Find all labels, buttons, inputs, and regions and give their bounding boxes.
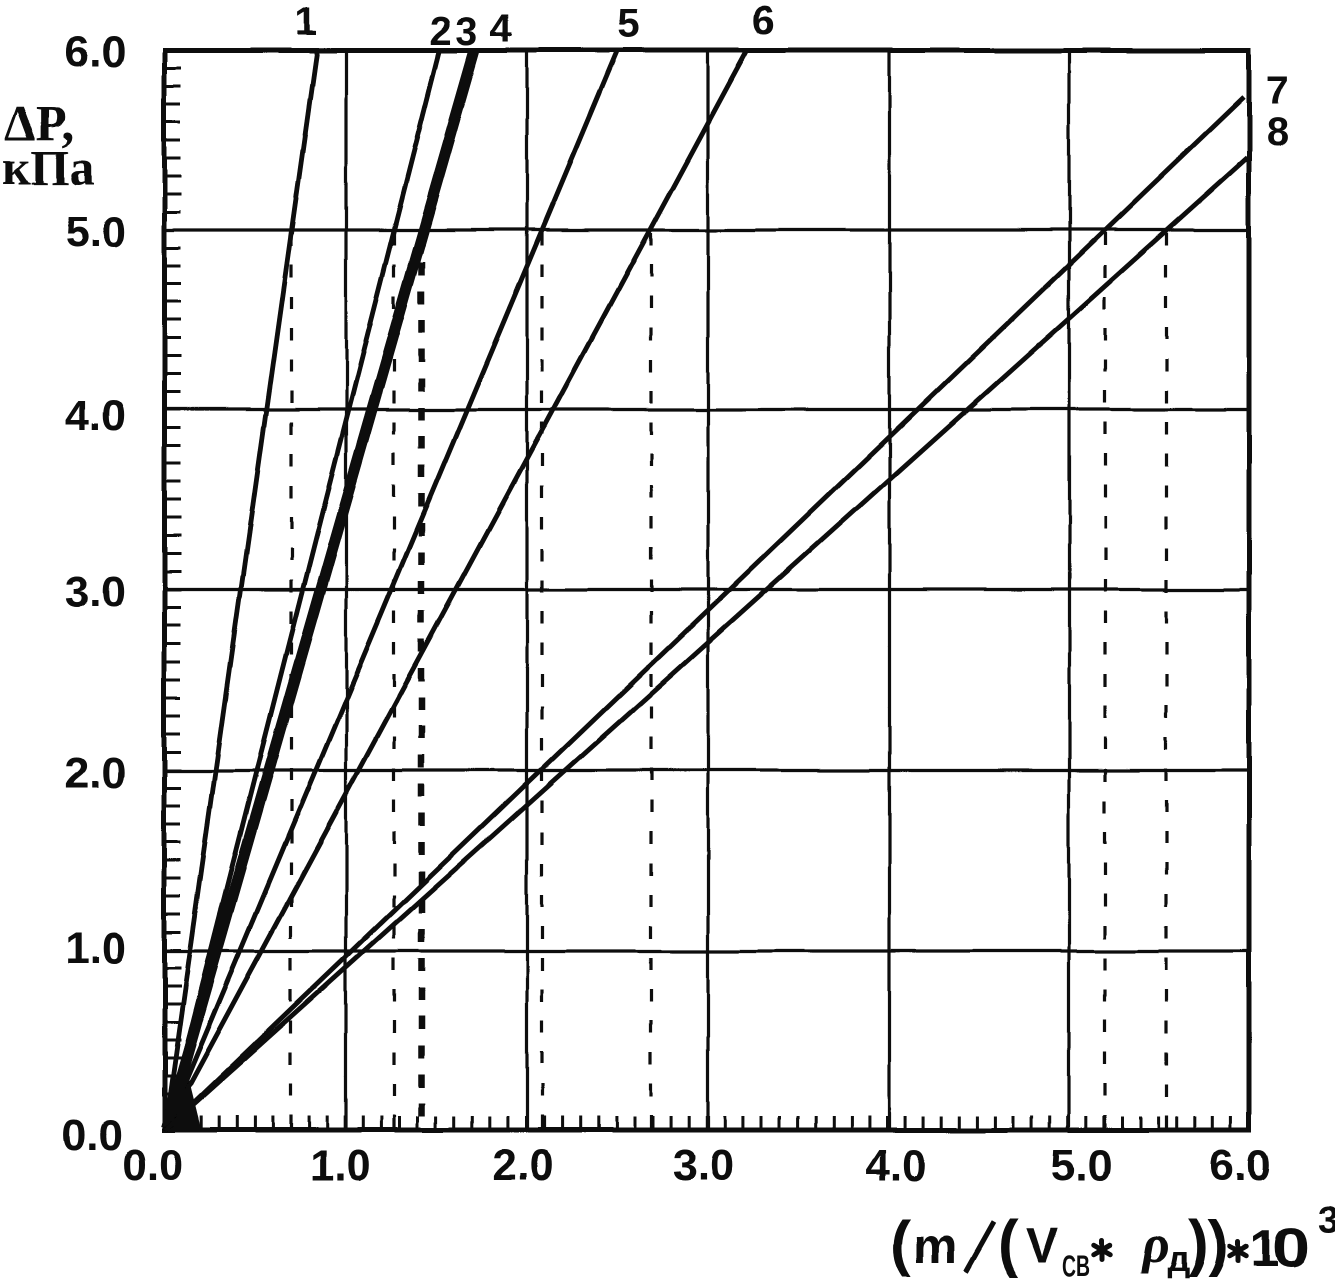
svg-text:7: 7 — [1266, 69, 1288, 113]
svg-text:4: 4 — [490, 7, 513, 51]
svg-text:1: 1 — [1250, 1220, 1279, 1278]
svg-text:): ) — [1188, 1209, 1209, 1278]
svg-text:кПа: кПа — [2, 139, 95, 195]
svg-text:2.0: 2.0 — [65, 749, 126, 798]
svg-text:6.0: 6.0 — [1209, 1141, 1270, 1190]
svg-text:5: 5 — [618, 2, 640, 46]
svg-text:(: ( — [890, 1209, 911, 1278]
svg-text:V: V — [1026, 1220, 1058, 1273]
svg-text:4.0: 4.0 — [865, 1141, 926, 1190]
svg-text:6: 6 — [753, 0, 775, 43]
svg-text:CB: CB — [1062, 1250, 1090, 1281]
svg-text:0.0: 0.0 — [122, 1141, 183, 1190]
svg-text:5.0: 5.0 — [65, 208, 126, 257]
svg-text:3: 3 — [1318, 1199, 1335, 1241]
svg-text:m: m — [913, 1218, 957, 1274]
svg-text:5.0: 5.0 — [1051, 1141, 1112, 1190]
svg-text:0.0: 0.0 — [62, 1111, 123, 1160]
svg-text:ΔP,: ΔP, — [4, 96, 75, 152]
svg-text:2.0: 2.0 — [492, 1141, 553, 1190]
svg-text:3: 3 — [456, 10, 478, 54]
svg-text:3.0: 3.0 — [65, 568, 126, 617]
svg-text:3.0: 3.0 — [672, 1141, 733, 1190]
svg-text:1.0: 1.0 — [65, 924, 126, 973]
svg-text:(: ( — [998, 1209, 1019, 1278]
svg-text:4.0: 4.0 — [65, 391, 126, 440]
svg-text:): ) — [1208, 1209, 1229, 1278]
svg-text:1: 1 — [295, 0, 317, 44]
svg-text:8: 8 — [1266, 111, 1288, 155]
svg-text:ρ: ρ — [1140, 1214, 1170, 1274]
svg-text:6.0: 6.0 — [65, 28, 126, 77]
svg-text:1.0: 1.0 — [309, 1141, 370, 1190]
svg-text:д: д — [1167, 1238, 1190, 1279]
svg-text:0: 0 — [1272, 1216, 1310, 1278]
svg-text:2: 2 — [430, 10, 452, 54]
